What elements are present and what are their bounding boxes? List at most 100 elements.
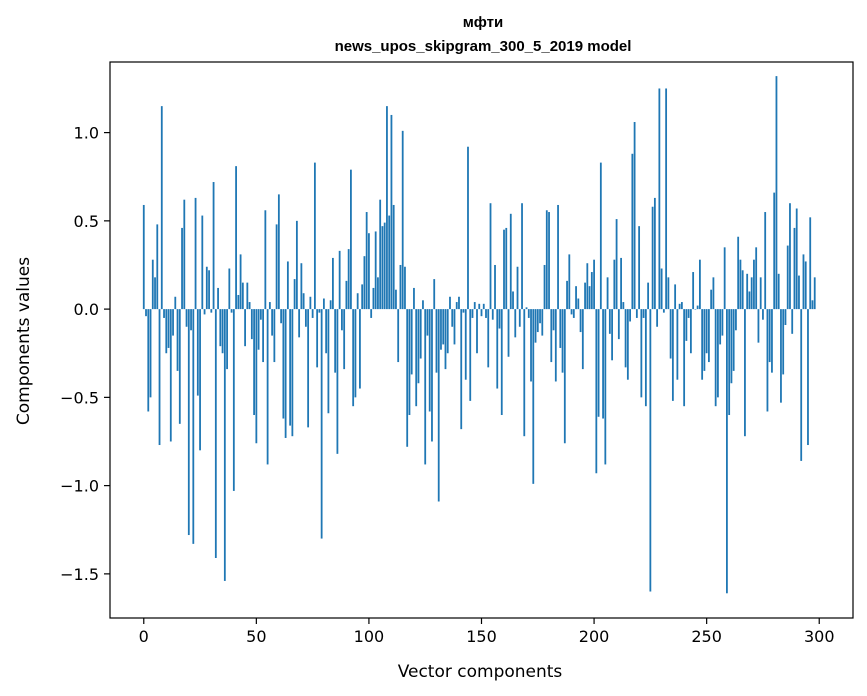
bar-238 — [678, 303, 681, 310]
bar-154 — [489, 203, 492, 310]
bar-194 — [579, 309, 582, 333]
bar-236 — [674, 284, 677, 310]
y-tick-label: −1.0 — [60, 477, 99, 496]
bar-139 — [455, 302, 458, 310]
bar-60 — [277, 194, 280, 310]
bar-207 — [608, 309, 611, 334]
bar-65 — [289, 309, 292, 426]
bar-122 — [417, 309, 420, 384]
bar-114 — [399, 264, 402, 310]
bar-231 — [662, 309, 665, 313]
bar-278 — [768, 309, 771, 363]
bar-66 — [291, 309, 294, 437]
bar-6 — [156, 224, 159, 310]
bar-143 — [464, 309, 467, 380]
bar-10 — [165, 309, 168, 354]
bar-146 — [471, 309, 474, 318]
bar-80 — [322, 298, 325, 310]
bar-165 — [514, 309, 517, 338]
bar-series — [142, 76, 816, 594]
bar-92 — [350, 169, 352, 310]
bar-34 — [219, 309, 222, 347]
bar-225 — [649, 309, 652, 592]
bar-270 — [750, 277, 753, 310]
y-axis-ticks: 1.0 0.5 0.0 −0.5 −1.0 −1.5 — [60, 124, 110, 584]
bar-120 — [413, 287, 415, 310]
bar-168 — [521, 203, 523, 310]
bar-51 — [257, 309, 260, 350]
bar-19 — [185, 309, 188, 327]
bar-84 — [332, 257, 334, 310]
bar-254 — [714, 309, 717, 407]
bar-268 — [746, 273, 749, 310]
bar-142 — [462, 309, 465, 313]
bar-76 — [313, 162, 316, 310]
bar-111 — [392, 204, 395, 310]
bar-265 — [739, 259, 742, 310]
bar-44 — [241, 282, 244, 310]
bar-147 — [473, 302, 476, 310]
bar-126 — [426, 309, 429, 336]
bar-201 — [595, 309, 598, 474]
bar-36 — [223, 309, 226, 581]
bar-107 — [383, 222, 386, 310]
bar-110 — [390, 114, 393, 310]
bar-213 — [622, 302, 625, 310]
bar-125 — [424, 309, 427, 465]
bar-83 — [329, 300, 332, 310]
bar-191 — [572, 309, 575, 318]
bar-140 — [458, 296, 460, 310]
bar-104 — [377, 277, 379, 310]
bar-293 — [802, 254, 805, 310]
bar-64 — [286, 261, 289, 310]
bar-164 — [512, 291, 514, 310]
bar-269 — [748, 291, 751, 310]
bar-227 — [653, 197, 656, 310]
bar-283 — [780, 309, 782, 403]
bar-282 — [777, 273, 780, 310]
x-tick-label: 250 — [691, 627, 722, 646]
bar-77 — [316, 309, 319, 368]
bar-297 — [811, 300, 814, 310]
bar-218 — [633, 122, 636, 310]
bar-131 — [437, 309, 440, 502]
bar-277 — [766, 309, 769, 412]
bar-170 — [525, 307, 528, 310]
y-tick-label: −0.5 — [60, 388, 99, 407]
bar-71 — [302, 293, 305, 310]
bar-272 — [755, 247, 758, 310]
bar-245 — [694, 309, 697, 310]
bar-137 — [451, 309, 454, 327]
x-tick-label: 50 — [246, 627, 266, 646]
bar-25 — [199, 309, 201, 451]
bar-280 — [773, 192, 776, 310]
bar-248 — [701, 309, 704, 380]
bar-49 — [253, 309, 255, 416]
bar-232 — [665, 88, 668, 310]
bar-55 — [266, 309, 269, 465]
bar-11 — [167, 309, 170, 348]
bar-21 — [190, 309, 192, 331]
bar-279 — [771, 309, 773, 373]
bar-260 — [728, 309, 731, 416]
bar-235 — [671, 309, 674, 401]
chart-subtitle: news_upos_skipgram_300_5_2019 model — [335, 38, 632, 55]
bar-222 — [642, 309, 645, 318]
bar-117 — [406, 309, 409, 447]
bar-171 — [527, 309, 530, 318]
bar-220 — [638, 226, 641, 310]
bar-274 — [759, 277, 762, 310]
bar-160 — [503, 229, 505, 310]
bar-239 — [680, 302, 683, 310]
bar-184 — [557, 204, 559, 310]
bar-74 — [309, 296, 312, 310]
bar-229 — [658, 88, 661, 310]
bar-45 — [244, 309, 246, 347]
bar-155 — [491, 309, 494, 320]
bar-78 — [318, 309, 321, 313]
bar-208 — [611, 309, 613, 361]
bar-264 — [737, 236, 740, 310]
bar-224 — [647, 282, 650, 310]
bar-258 — [723, 247, 726, 310]
bar-190 — [570, 309, 573, 315]
